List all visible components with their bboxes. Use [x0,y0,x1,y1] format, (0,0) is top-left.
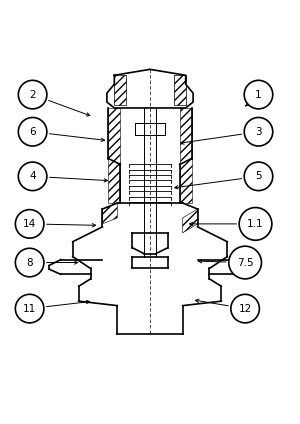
Text: 1.1: 1.1 [247,219,264,229]
Circle shape [15,209,44,238]
Circle shape [18,117,47,146]
Polygon shape [107,70,193,108]
Circle shape [18,162,47,191]
Text: 5: 5 [255,171,262,181]
Text: 1: 1 [255,89,262,100]
Circle shape [229,246,262,279]
Text: 14: 14 [23,219,36,229]
Circle shape [244,162,273,191]
Circle shape [15,294,44,323]
Text: 2: 2 [29,89,36,100]
Text: 8: 8 [26,257,33,268]
Circle shape [244,117,273,146]
Text: 7.5: 7.5 [237,257,254,268]
Circle shape [244,80,273,109]
Text: 4: 4 [29,171,36,181]
Circle shape [239,207,272,240]
Circle shape [231,294,260,323]
Text: 3: 3 [255,127,262,137]
Circle shape [18,80,47,109]
Text: 11: 11 [23,304,36,314]
Text: 12: 12 [238,304,252,314]
Circle shape [15,248,44,277]
Text: 6: 6 [29,127,36,137]
